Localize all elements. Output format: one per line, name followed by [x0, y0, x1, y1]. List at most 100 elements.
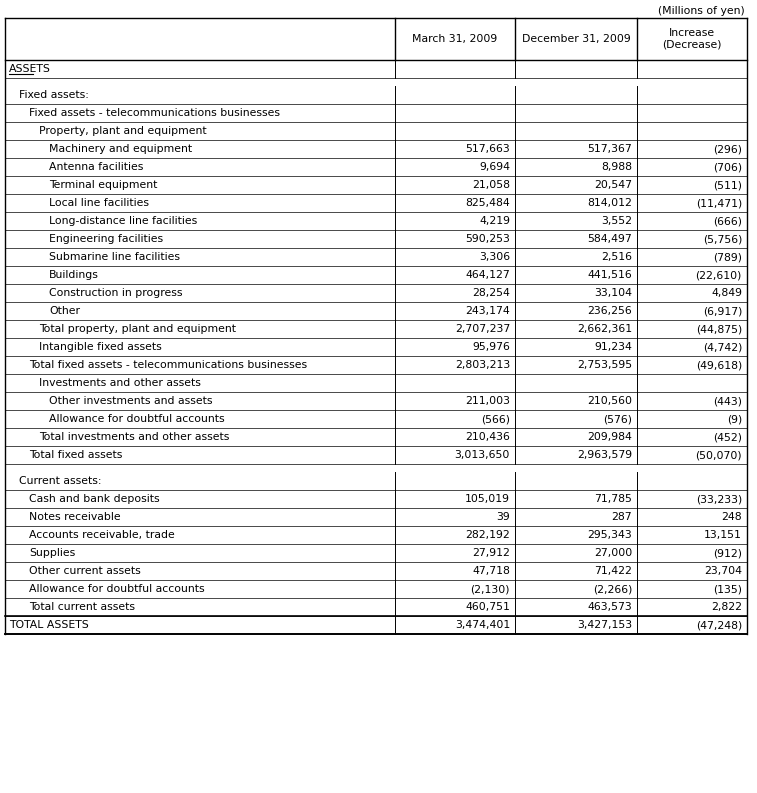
Text: 23,704: 23,704	[704, 566, 742, 576]
Text: December 31, 2009: December 31, 2009	[522, 34, 631, 44]
Text: 71,785: 71,785	[594, 494, 632, 504]
Text: Intangible fixed assets: Intangible fixed assets	[39, 342, 162, 352]
Text: (576): (576)	[603, 414, 632, 424]
Text: Notes receivable: Notes receivable	[29, 512, 120, 522]
Text: Total fixed assets: Total fixed assets	[29, 450, 123, 460]
Text: 27,000: 27,000	[593, 548, 632, 558]
Text: (443): (443)	[713, 396, 742, 406]
Text: 47,718: 47,718	[472, 566, 510, 576]
Text: 211,003: 211,003	[465, 396, 510, 406]
Text: Total fixed assets - telecommunications businesses: Total fixed assets - telecommunications …	[29, 360, 307, 370]
Text: (789): (789)	[713, 252, 742, 262]
Text: Increase
(Decrease): Increase (Decrease)	[662, 29, 721, 50]
Text: Construction in progress: Construction in progress	[49, 288, 182, 298]
Text: 3,013,650: 3,013,650	[455, 450, 510, 460]
Text: (2,266): (2,266)	[593, 584, 632, 594]
Text: 21,058: 21,058	[472, 180, 510, 190]
Text: 464,127: 464,127	[466, 270, 510, 280]
Text: (Millions of yen): (Millions of yen)	[659, 6, 745, 16]
Text: 295,343: 295,343	[587, 530, 632, 540]
Text: 2,963,579: 2,963,579	[577, 450, 632, 460]
Text: 20,547: 20,547	[594, 180, 632, 190]
Text: Submarine line facilities: Submarine line facilities	[49, 252, 180, 262]
Text: 517,367: 517,367	[587, 144, 632, 154]
Text: Current assets:: Current assets:	[19, 476, 101, 486]
Text: 2,707,237: 2,707,237	[455, 324, 510, 334]
Text: (22,610): (22,610)	[696, 270, 742, 280]
Text: (2,130): (2,130)	[471, 584, 510, 594]
Text: (566): (566)	[481, 414, 510, 424]
Text: 209,984: 209,984	[587, 432, 632, 442]
Text: (452): (452)	[713, 432, 742, 442]
Text: (9): (9)	[727, 414, 742, 424]
Text: (50,070): (50,070)	[696, 450, 742, 460]
Text: 13,151: 13,151	[704, 530, 742, 540]
Text: (49,618): (49,618)	[696, 360, 742, 370]
Text: (912): (912)	[713, 548, 742, 558]
Text: 4,849: 4,849	[711, 288, 742, 298]
Text: 2,822: 2,822	[711, 602, 742, 612]
Text: 9,694: 9,694	[479, 162, 510, 172]
Text: 236,256: 236,256	[587, 306, 632, 316]
Text: 95,976: 95,976	[472, 342, 510, 352]
Text: 2,803,213: 2,803,213	[455, 360, 510, 370]
Text: 243,174: 243,174	[466, 306, 510, 316]
Text: (11,471): (11,471)	[696, 198, 742, 208]
Text: (6,917): (6,917)	[702, 306, 742, 316]
Text: 2,516: 2,516	[601, 252, 632, 262]
Text: 33,104: 33,104	[594, 288, 632, 298]
Text: Allowance for doubtful accounts: Allowance for doubtful accounts	[49, 414, 225, 424]
Text: 71,422: 71,422	[594, 566, 632, 576]
Text: Total current assets: Total current assets	[29, 602, 135, 612]
Text: 3,474,401: 3,474,401	[455, 620, 510, 630]
Text: (47,248): (47,248)	[696, 620, 742, 630]
Text: Buildings: Buildings	[49, 270, 99, 280]
Text: 3,552: 3,552	[601, 216, 632, 226]
Text: 248: 248	[721, 512, 742, 522]
Text: 28,254: 28,254	[472, 288, 510, 298]
Text: 441,516: 441,516	[587, 270, 632, 280]
Text: Accounts receivable, trade: Accounts receivable, trade	[29, 530, 175, 540]
Text: Local line facilities: Local line facilities	[49, 198, 149, 208]
Text: (706): (706)	[713, 162, 742, 172]
Text: Machinery and equipment: Machinery and equipment	[49, 144, 192, 154]
Text: (666): (666)	[713, 216, 742, 226]
Text: 590,253: 590,253	[465, 234, 510, 244]
Text: 282,192: 282,192	[466, 530, 510, 540]
Text: Engineering facilities: Engineering facilities	[49, 234, 163, 244]
Text: 2,753,595: 2,753,595	[577, 360, 632, 370]
Text: (5,756): (5,756)	[702, 234, 742, 244]
Text: Fixed assets - telecommunications businesses: Fixed assets - telecommunications busine…	[29, 108, 280, 118]
Text: Other: Other	[49, 306, 80, 316]
Text: Other investments and assets: Other investments and assets	[49, 396, 213, 406]
Text: (135): (135)	[713, 584, 742, 594]
Text: Supplies: Supplies	[29, 548, 75, 558]
Text: 3,427,153: 3,427,153	[577, 620, 632, 630]
Text: Property, plant and equipment: Property, plant and equipment	[39, 126, 207, 136]
Text: 517,663: 517,663	[466, 144, 510, 154]
Text: Total investments and other assets: Total investments and other assets	[39, 432, 229, 442]
Text: Other current assets: Other current assets	[29, 566, 141, 576]
Text: ASSETS: ASSETS	[9, 64, 51, 74]
Text: 463,573: 463,573	[587, 602, 632, 612]
Text: 210,560: 210,560	[587, 396, 632, 406]
Text: Antenna facilities: Antenna facilities	[49, 162, 143, 172]
Text: (4,742): (4,742)	[702, 342, 742, 352]
Text: 27,912: 27,912	[472, 548, 510, 558]
Text: 825,484: 825,484	[466, 198, 510, 208]
Text: March 31, 2009: March 31, 2009	[413, 34, 497, 44]
Text: 39: 39	[497, 512, 510, 522]
Text: 814,012: 814,012	[587, 198, 632, 208]
Text: 91,234: 91,234	[594, 342, 632, 352]
Text: (44,875): (44,875)	[696, 324, 742, 334]
Text: Fixed assets:: Fixed assets:	[19, 90, 89, 100]
Text: TOTAL ASSETS: TOTAL ASSETS	[9, 620, 89, 630]
Text: 2,662,361: 2,662,361	[577, 324, 632, 334]
Text: 287: 287	[612, 512, 632, 522]
Text: 460,751: 460,751	[465, 602, 510, 612]
Text: Investments and other assets: Investments and other assets	[39, 378, 201, 388]
Text: (511): (511)	[713, 180, 742, 190]
Text: 3,306: 3,306	[479, 252, 510, 262]
Text: Cash and bank deposits: Cash and bank deposits	[29, 494, 160, 504]
Text: 105,019: 105,019	[465, 494, 510, 504]
